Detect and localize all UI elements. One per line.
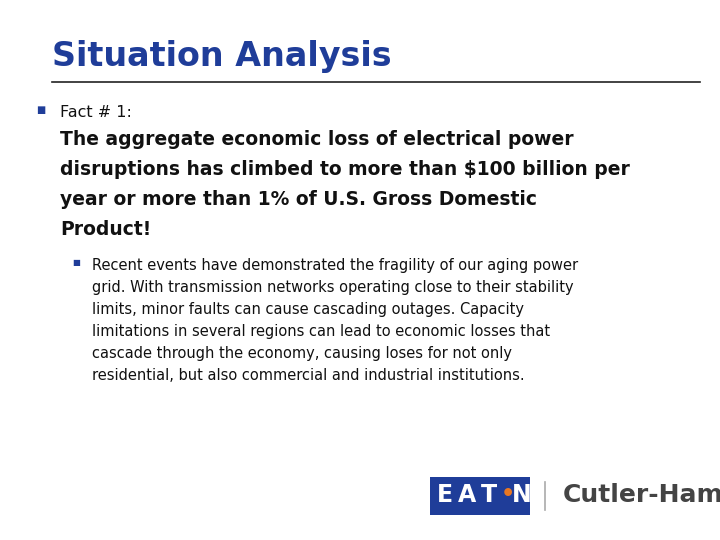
Text: N: N <box>512 483 532 507</box>
Text: Fact # 1:: Fact # 1: <box>60 105 132 120</box>
Text: Product!: Product! <box>60 220 151 239</box>
Text: E: E <box>437 483 453 507</box>
Text: A: A <box>458 483 476 507</box>
Text: •: • <box>501 484 516 504</box>
Text: T: T <box>481 483 497 507</box>
Text: Cutler-Hammer: Cutler-Hammer <box>563 483 720 507</box>
Text: residential, but also commercial and industrial institutions.: residential, but also commercial and ind… <box>92 368 525 383</box>
Text: limits, minor faults can cause cascading outages. Capacity: limits, minor faults can cause cascading… <box>92 302 524 317</box>
Text: grid. With transmission networks operating close to their stability: grid. With transmission networks operati… <box>92 280 574 295</box>
Text: ■: ■ <box>36 105 45 115</box>
FancyBboxPatch shape <box>430 477 530 515</box>
Text: year or more than 1% of U.S. Gross Domestic: year or more than 1% of U.S. Gross Domes… <box>60 190 537 209</box>
Text: ■: ■ <box>72 258 80 267</box>
Text: The aggregate economic loss of electrical power: The aggregate economic loss of electrica… <box>60 130 574 149</box>
Text: Situation Analysis: Situation Analysis <box>52 40 392 73</box>
Text: limitations in several regions can lead to economic losses that: limitations in several regions can lead … <box>92 324 550 339</box>
Text: Recent events have demonstrated the fragility of our aging power: Recent events have demonstrated the frag… <box>92 258 578 273</box>
Text: disruptions has climbed to more than $100 billion per: disruptions has climbed to more than $10… <box>60 160 630 179</box>
Text: cascade through the economy, causing loses for not only: cascade through the economy, causing los… <box>92 346 512 361</box>
